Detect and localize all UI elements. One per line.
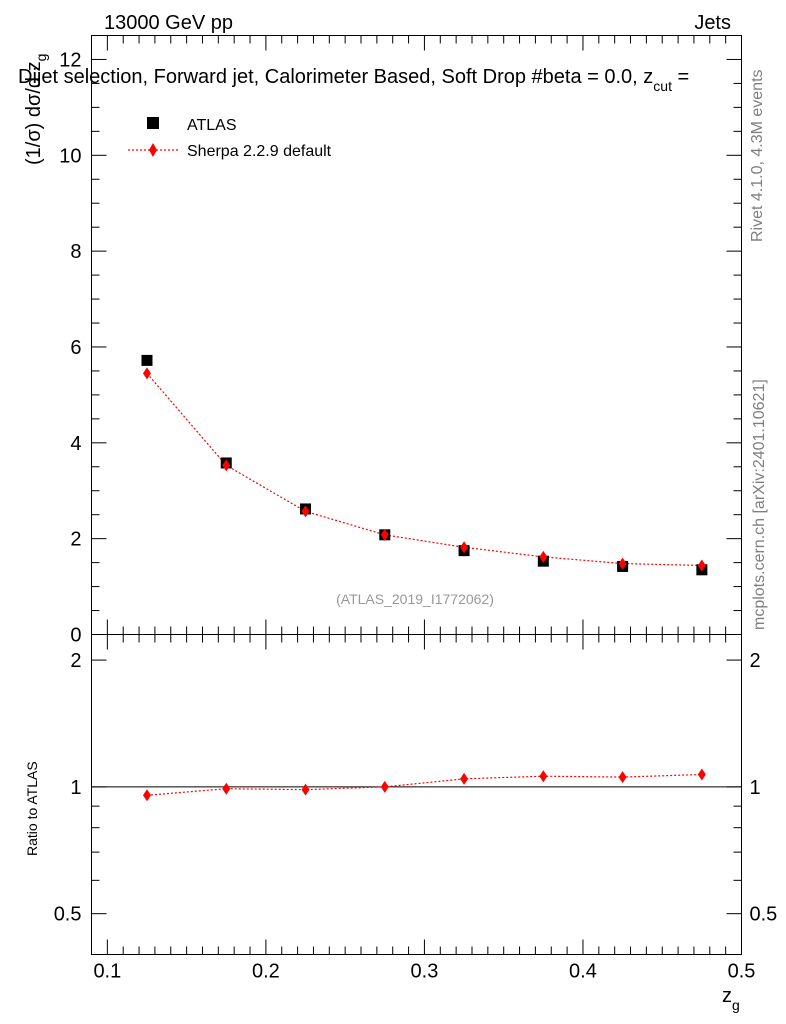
x-tick-label: 0.3 <box>411 961 439 983</box>
x-axis-label: zg <box>722 985 740 1013</box>
ratio-series <box>142 768 706 802</box>
ratio-sherpa-point <box>301 783 310 796</box>
sherpa-point <box>697 559 706 572</box>
main-y-tick-label: 2 <box>70 529 81 551</box>
sherpa-point <box>301 505 310 518</box>
main-y-axis: 0 2 4 6 8 10 12 <box>59 35 742 647</box>
plot-title: Dijet selection, Forward jet, Calorimete… <box>18 66 689 94</box>
sherpa-point <box>142 367 151 380</box>
plot-title-sub: cut <box>653 78 672 94</box>
ratio-sherpa-point <box>380 780 389 793</box>
x-tick-label: 0.5 <box>728 961 756 983</box>
sherpa-line <box>146 372 702 567</box>
sherpa-point <box>460 541 469 554</box>
mcplots-label: mcplots.cern.ch [arXiv:2401.10621] <box>751 379 768 630</box>
main-series <box>141 354 708 576</box>
ratio-sherpa-line <box>146 773 702 796</box>
x-axis-label-sub: g <box>732 997 740 1013</box>
ratio-sherpa-point <box>697 768 706 781</box>
legend-atlas-marker <box>147 117 159 129</box>
ratio-sherpa-point <box>460 772 469 785</box>
legend-atlas-label: ATLAS <box>187 117 237 134</box>
ratio-y-tick-label: 0.5 <box>54 904 82 926</box>
ratio-y-tick-label-right: 0.5 <box>750 904 778 926</box>
ratio-y-tick-label-right: 1 <box>750 777 761 799</box>
main-y-tick-label: 6 <box>70 337 81 359</box>
main-y-axis-label-main: (1/σ) dσ/d z <box>23 61 45 165</box>
ratio-y-tick-label-right: 2 <box>750 650 761 672</box>
ratio-x-axis: 0.1 0.2 0.3 0.4 0.5 <box>91 634 756 983</box>
sherpa-point <box>539 550 548 563</box>
main-y-tick-label: 0 <box>70 625 81 647</box>
ratio-y-tick-label: 1 <box>70 777 81 799</box>
main-y-axis-label-sub: g <box>33 54 49 62</box>
main-y-tick-label: 4 <box>70 433 81 455</box>
main-watermark: (ATLAS_2019_I1772062) <box>336 591 494 607</box>
plot-title-tail: = <box>672 66 689 88</box>
plot-title-main: Dijet selection, Forward jet, Calorimete… <box>18 66 653 88</box>
ratio-sherpa-point <box>142 789 151 802</box>
legend-sherpa-label: Sherpa 2.2.9 default <box>187 143 332 160</box>
main-y-tick-label: 10 <box>59 145 81 167</box>
sherpa-point <box>618 557 627 570</box>
legend: ATLAS Sherpa 2.2.9 default <box>128 117 332 160</box>
main-x-axis <box>91 35 742 635</box>
x-tick-label: 0.2 <box>252 961 280 983</box>
x-tick-label: 0.4 <box>569 961 597 983</box>
sherpa-point <box>222 459 231 472</box>
ratio-sherpa-point <box>222 782 231 795</box>
ratio-y-axis: 0.5 0.5 1 1 2 2 <box>54 650 778 926</box>
ratio-sherpa-point <box>618 771 627 784</box>
ratio-sherpa-point <box>539 770 548 783</box>
ratio-y-axis-label: Ratio to ATLAS <box>24 761 40 856</box>
rivet-label: Rivet 4.1.0, 4.3M events <box>749 69 766 242</box>
category-label: Jets <box>694 12 731 34</box>
main-y-tick-label: 8 <box>70 241 81 263</box>
ratio-plot-frame <box>91 634 742 955</box>
sherpa-point <box>380 528 389 541</box>
ratio-y-tick-label: 2 <box>70 650 81 672</box>
atlas-point <box>141 354 153 366</box>
legend-sherpa-marker <box>149 143 157 157</box>
main-y-axis-label: (1/σ) dσ/d zg <box>23 54 49 165</box>
x-axis-label-main: z <box>722 985 732 1007</box>
energy-label: 13000 GeV pp <box>104 12 233 34</box>
main-y-tick-label: 12 <box>59 49 81 71</box>
x-tick-label: 0.1 <box>93 961 121 983</box>
